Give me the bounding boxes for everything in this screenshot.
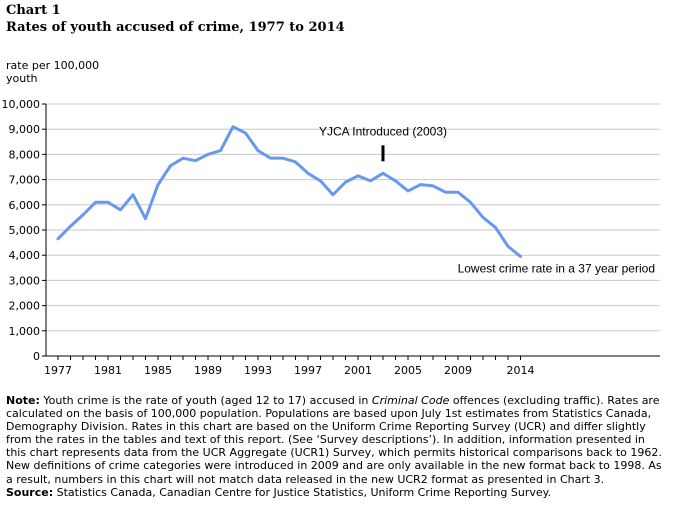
x-tick-labels: 1977 1981 1985 1989 1993 1997 2001 2005 2009 2014 (44, 364, 535, 377)
y-tick-label: 9,000 (9, 123, 41, 136)
chart-label: Chart 1 (6, 3, 61, 18)
x-tick-label: 1997 (294, 364, 322, 377)
x-tick-label: 2005 (394, 364, 422, 377)
chart-notes: Note: Youth crime is the rate of youth (… (6, 394, 666, 499)
x-tick-label: 2001 (344, 364, 372, 377)
annotation-lowest-rate: Lowest crime rate in a 37 year period (458, 261, 655, 275)
note-text-italic: Criminal Code (371, 394, 450, 407)
chart-title: Rates of youth accused of crime, 1977 to… (6, 20, 345, 35)
y-tick-label: 2,000 (9, 300, 41, 313)
source-paragraph: Source: Statistics Canada, Canadian Cent… (6, 486, 666, 499)
y-tick-label: 0 (33, 350, 40, 363)
y-tick-label: 7,000 (9, 174, 41, 187)
x-tick-label: 1981 (94, 364, 122, 377)
y-tick-label: 1,000 (9, 325, 41, 338)
note-paragraph: Note: Youth crime is the rate of youth (… (6, 394, 666, 486)
line-chart: 0 1,000 2,000 3,000 4,000 5,000 6,000 7,000 8,00… (2, 98, 660, 377)
x-tick-label: 1977 (44, 364, 72, 377)
y-axis-label: rate per 100,000 youth (6, 59, 100, 85)
x-tick-label: 1985 (144, 364, 172, 377)
y-tick-label: 5,000 (9, 224, 41, 237)
y-tick-label: 8,000 (9, 148, 41, 161)
annotations: YJCA Introduced (2003) Lowest crime rate … (319, 124, 655, 275)
axes (42, 103, 660, 360)
source-text: Statistics Canada, Canadian Centre for J… (53, 485, 552, 499)
source-label: Source: (6, 485, 54, 499)
x-tick-label: 2009 (444, 364, 472, 377)
x-tick-label: 2014 (507, 364, 535, 377)
x-tick-label: 1993 (244, 364, 272, 377)
y-tick-label: 4,000 (9, 249, 41, 262)
x-tick-label: 1989 (194, 364, 222, 377)
annotation-yjca: YJCA Introduced (2003) (319, 124, 447, 138)
y-tick-labels: 0 1,000 2,000 3,000 4,000 5,000 6,000 7,000 8,00… (2, 98, 41, 363)
note-text-2: offences (excluding traffic). Rates are … (6, 394, 662, 486)
note-text-1: Youth crime is the rate of youth (aged 1… (39, 394, 372, 407)
y-tick-label: 3,000 (9, 274, 41, 287)
y-tick-label: 6,000 (9, 199, 41, 212)
series-line (56, 125, 522, 258)
note-label: Note: (6, 394, 40, 407)
series-layer (56, 125, 522, 258)
y-tick-label: 10,000 (2, 98, 41, 111)
